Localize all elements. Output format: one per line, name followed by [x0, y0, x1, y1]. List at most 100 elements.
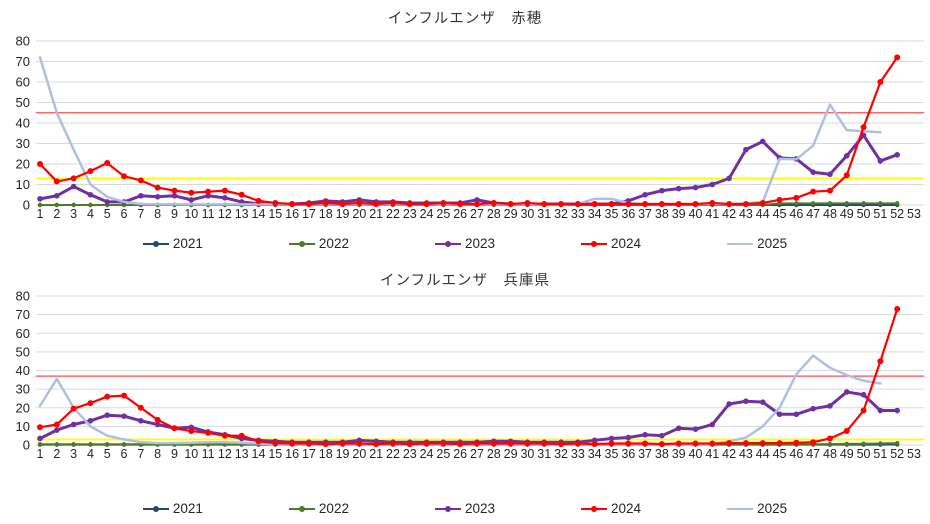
- svg-text:5: 5: [104, 447, 111, 461]
- svg-text:45: 45: [773, 447, 787, 461]
- legend-marker-icon: [581, 240, 608, 248]
- legend-label: 2024: [611, 501, 642, 517]
- hyogo-chart-section: 0 10 20 30 40 50 60 70 80 1 2 3 4 5 6 7 8 9 10 11 12 13 14 15 16…: [0, 262, 930, 524]
- svg-text:35: 35: [605, 207, 619, 221]
- svg-text:10: 10: [184, 447, 198, 461]
- legend-label: 2024: [611, 236, 642, 252]
- svg-text:51: 51: [873, 207, 887, 221]
- svg-text:11: 11: [202, 207, 215, 221]
- svg-text:33: 33: [571, 447, 585, 461]
- svg-text:41: 41: [705, 447, 719, 461]
- svg-text:3: 3: [70, 207, 77, 221]
- x-axis-labels: 1 2 3 4 5 6 7 8 9 10 11 12 13 14 15 16 17 18 19 20 21 22 23 24 2…: [37, 207, 921, 221]
- svg-text:29: 29: [504, 207, 518, 221]
- svg-text:53: 53: [907, 447, 921, 461]
- legend-marker-icon: [727, 505, 754, 513]
- legend-marker-icon: [581, 505, 608, 513]
- legend-marker-icon: [142, 505, 169, 513]
- svg-text:30: 30: [16, 382, 30, 397]
- legend-label: 2021: [172, 501, 203, 517]
- svg-text:25: 25: [436, 207, 450, 221]
- ako-legend-item-2022: 2022: [288, 236, 349, 252]
- svg-text:4: 4: [87, 207, 94, 221]
- svg-text:44: 44: [756, 447, 770, 461]
- svg-text:14: 14: [252, 447, 266, 461]
- svg-text:14: 14: [252, 207, 266, 221]
- svg-text:17: 17: [302, 207, 316, 221]
- legend-label: 2023: [464, 501, 496, 517]
- legend-label: 2021: [172, 236, 203, 252]
- svg-text:48: 48: [823, 207, 837, 221]
- svg-text:36: 36: [621, 447, 635, 461]
- svg-text:37: 37: [638, 207, 652, 221]
- svg-text:34: 34: [588, 447, 602, 461]
- series-2025: [38, 56, 882, 206]
- svg-text:6: 6: [121, 207, 128, 221]
- svg-text:20: 20: [16, 400, 30, 415]
- svg-text:12: 12: [218, 447, 232, 461]
- legend-label: 2023: [464, 236, 496, 252]
- svg-text:35: 35: [605, 447, 619, 461]
- svg-text:10: 10: [16, 177, 30, 192]
- svg-text:52: 52: [890, 447, 904, 461]
- svg-text:40: 40: [16, 363, 30, 378]
- hyogo-legend-item-2025: 2025: [727, 502, 787, 516]
- reference-lines: [36, 375, 924, 441]
- hyogo-chart-title: インフルエンザ 兵庫県: [379, 273, 551, 289]
- svg-text:33: 33: [571, 207, 585, 221]
- svg-text:44: 44: [756, 207, 770, 221]
- svg-text:0: 0: [23, 198, 30, 213]
- svg-text:18: 18: [319, 207, 333, 221]
- svg-text:24: 24: [420, 447, 434, 461]
- svg-text:31: 31: [537, 207, 551, 221]
- ako-legend-item-2025: 2025: [727, 237, 787, 251]
- svg-text:20: 20: [352, 207, 366, 221]
- svg-text:52: 52: [890, 207, 904, 221]
- legend-label: 2025: [757, 236, 788, 252]
- svg-text:24: 24: [420, 207, 434, 221]
- svg-text:46: 46: [789, 447, 803, 461]
- svg-text:26: 26: [453, 447, 467, 461]
- ako-legend: 2021 2022 2023 2024 2025: [0, 233, 930, 255]
- legend-marker-icon: [288, 240, 315, 248]
- ako-chart-section: 0 10 20 30 40 50 60 70 80 1 2 3 4 5 6 7 8 9 10 11 12 13 14 15 16…: [0, 11, 930, 255]
- svg-text:27: 27: [470, 207, 484, 221]
- svg-text:2: 2: [53, 207, 60, 221]
- hyogo-legend-item-2023: 2023: [434, 501, 496, 517]
- svg-text:17: 17: [302, 447, 316, 461]
- series-2024: [37, 306, 901, 448]
- svg-text:70: 70: [16, 54, 30, 69]
- svg-text:47: 47: [806, 207, 820, 221]
- legend-marker-icon: [434, 505, 461, 513]
- svg-text:40: 40: [689, 447, 703, 461]
- svg-text:53: 53: [907, 207, 921, 221]
- svg-text:31: 31: [537, 447, 551, 461]
- svg-text:0: 0: [23, 438, 30, 453]
- svg-text:28: 28: [487, 447, 501, 461]
- svg-text:39: 39: [672, 447, 686, 461]
- svg-text:27: 27: [470, 447, 484, 461]
- svg-text:43: 43: [739, 447, 753, 461]
- svg-text:38: 38: [655, 447, 669, 461]
- svg-text:51: 51: [873, 447, 887, 461]
- svg-text:46: 46: [789, 207, 803, 221]
- svg-text:29: 29: [504, 447, 518, 461]
- legend-label: 2022: [318, 236, 349, 252]
- svg-text:8: 8: [154, 207, 161, 221]
- svg-text:15: 15: [268, 447, 282, 461]
- svg-text:25: 25: [436, 447, 450, 461]
- svg-text:21: 21: [369, 447, 383, 461]
- svg-text:3: 3: [70, 447, 77, 461]
- svg-text:42: 42: [722, 447, 736, 461]
- svg-text:28: 28: [487, 207, 501, 221]
- legend-marker-icon: [434, 240, 461, 248]
- svg-text:50: 50: [16, 95, 30, 110]
- legend-label: 2025: [757, 501, 788, 517]
- svg-text:39: 39: [672, 207, 686, 221]
- svg-text:21: 21: [369, 207, 383, 221]
- svg-text:48: 48: [823, 447, 837, 461]
- svg-text:23: 23: [403, 207, 417, 221]
